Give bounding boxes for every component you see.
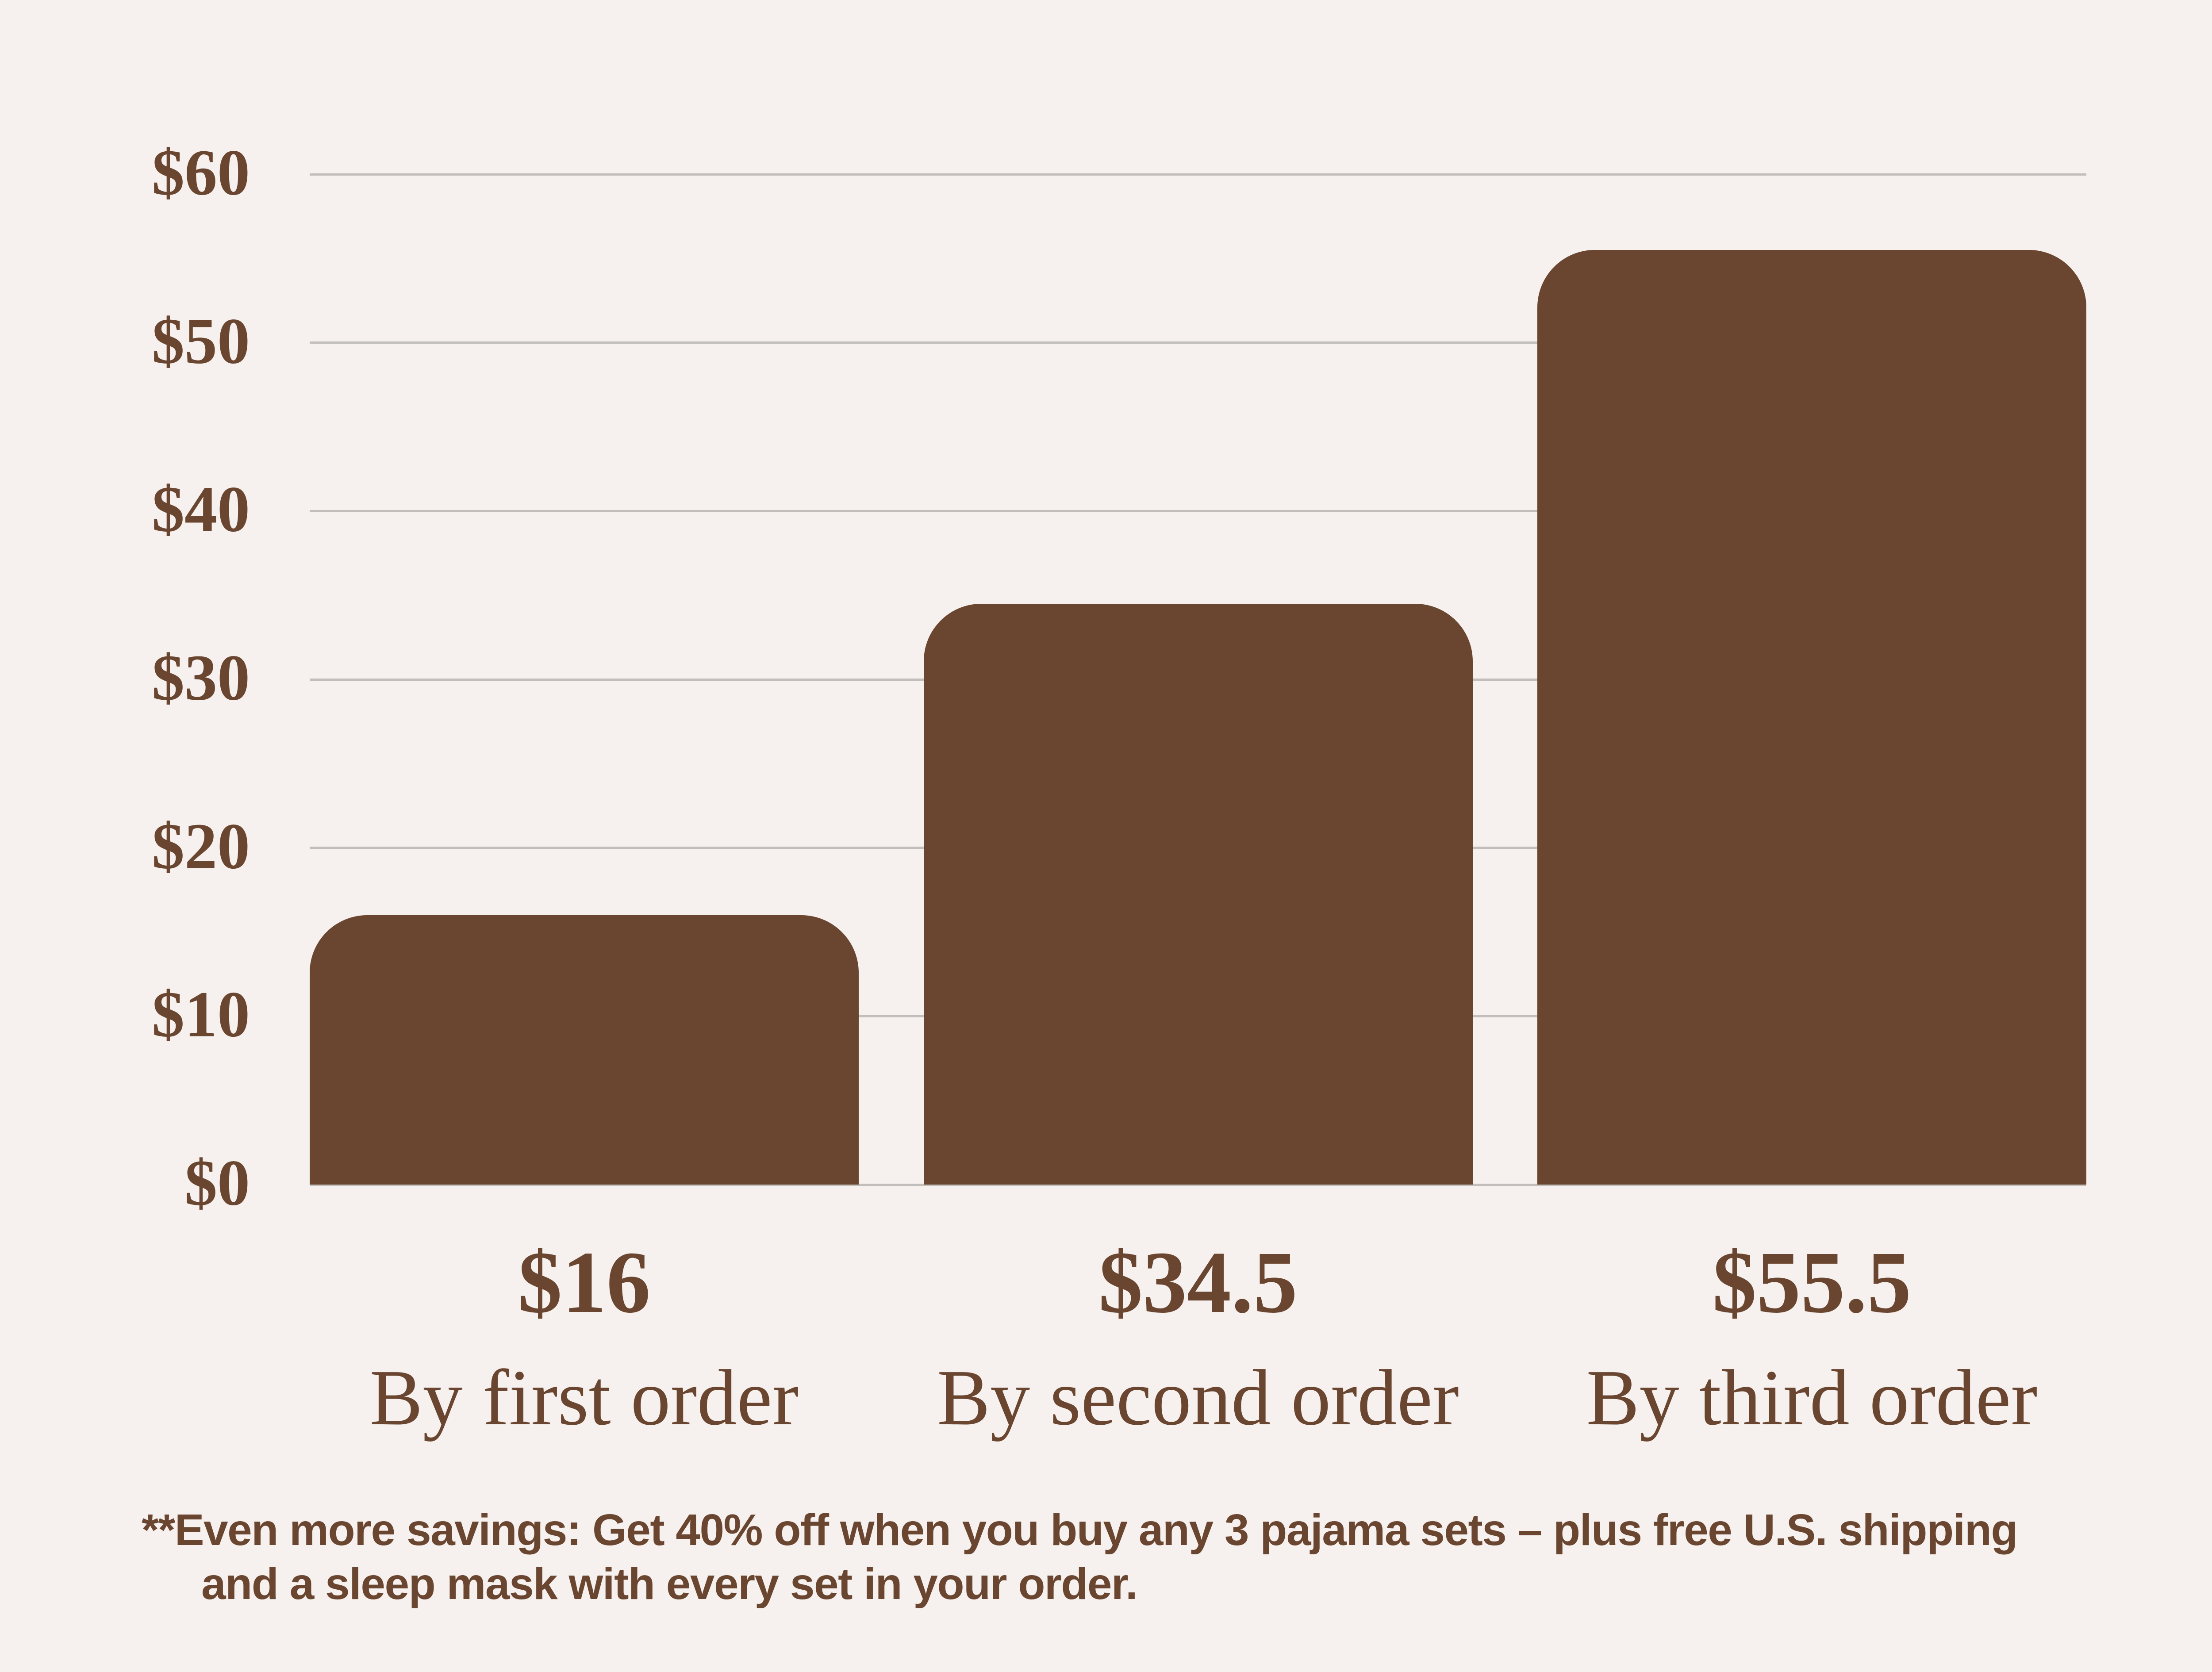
plot-area: [310, 173, 2086, 1186]
y-tick-label: $30: [152, 641, 250, 714]
bar-category-labels: By first order By second order By third or…: [310, 1354, 2086, 1441]
bar: [923, 603, 1473, 1185]
bars-group: [310, 174, 2086, 1185]
y-tick-label: $10: [152, 978, 250, 1051]
footnote-line1: Even more savings: Get 40% off when you …: [174, 1505, 2018, 1555]
gridline: [310, 1183, 2086, 1186]
bar-category-label: By third order: [1586, 1354, 2038, 1442]
y-tick-label: $0: [184, 1147, 250, 1219]
y-tick-label: $20: [152, 810, 250, 883]
bar-value-labels: $16 $34.5 $55.5: [310, 1239, 2086, 1327]
y-tick-label: $60: [152, 136, 250, 209]
bar-value-label: $34.5: [1098, 1234, 1298, 1331]
bar-value-label: $55.5: [1712, 1234, 1912, 1331]
bar-category-label: By first order: [369, 1354, 799, 1442]
y-axis: $60 $50 $40 $30 $20 $10 $0: [0, 137, 250, 1219]
footnote-marker: **: [142, 1505, 175, 1555]
footnote: **Even more savings: Get 40% off when yo…: [142, 1503, 2212, 1611]
gridline: [310, 173, 2086, 176]
y-tick-label: $50: [152, 305, 250, 378]
bar-category-label: By second order: [937, 1354, 1459, 1442]
gridline: [310, 510, 2086, 512]
bar: [1537, 250, 2086, 1185]
bar-value-label: $16: [518, 1234, 651, 1331]
y-tick-label: $40: [152, 473, 250, 546]
footnote-line2: and a sleep mask with every set in your …: [201, 1559, 1138, 1609]
gridline: [310, 341, 2086, 344]
bar: [310, 915, 859, 1185]
